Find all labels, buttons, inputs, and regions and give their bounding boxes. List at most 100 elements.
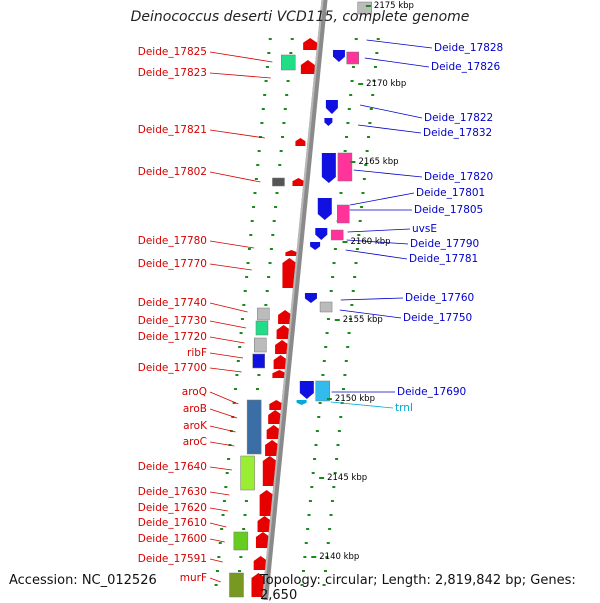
track-dot bbox=[244, 500, 248, 502]
forward-gene-arrow bbox=[266, 425, 281, 439]
track-dot bbox=[268, 262, 272, 264]
track-dot bbox=[237, 570, 241, 572]
track-dot bbox=[253, 192, 257, 194]
gene-feature bbox=[272, 177, 285, 187]
track-dot bbox=[347, 108, 351, 110]
leader-line bbox=[358, 124, 422, 134]
track-dot bbox=[348, 318, 352, 320]
forward-gene-arrow bbox=[253, 556, 268, 570]
gene-label-left: Deide_17591 bbox=[137, 553, 207, 565]
track-dot bbox=[215, 570, 219, 572]
reverse-gene-arrow bbox=[317, 198, 332, 220]
gene-label-left: Deide_17821 bbox=[137, 124, 207, 136]
leader-line bbox=[345, 249, 408, 260]
leader-line bbox=[209, 72, 271, 79]
track-dot bbox=[243, 514, 247, 516]
genome-backbone bbox=[262, 0, 328, 600]
leader-line bbox=[350, 192, 415, 206]
track-dot bbox=[256, 164, 260, 166]
track-dot bbox=[234, 388, 238, 390]
leader-line bbox=[209, 171, 261, 183]
track-dot bbox=[307, 514, 311, 516]
gene-label-left: ribF bbox=[187, 347, 207, 359]
track-dot bbox=[317, 416, 321, 418]
gene-label-right: Deide_17822 bbox=[424, 112, 494, 124]
track-dot bbox=[367, 136, 371, 138]
track-dot bbox=[349, 94, 353, 96]
gene-label-right: trnI bbox=[395, 402, 414, 414]
gene-label-left: aroB bbox=[182, 403, 207, 415]
track-dot bbox=[274, 206, 278, 208]
track-dot bbox=[235, 374, 239, 376]
track-dot bbox=[286, 80, 290, 82]
forward-gene-arrow bbox=[265, 440, 280, 456]
track-dot bbox=[331, 276, 335, 278]
gene-feature bbox=[315, 380, 330, 402]
track-dot bbox=[281, 136, 285, 138]
gene-label-left: Deide_17780 bbox=[137, 235, 207, 247]
leader-line bbox=[209, 240, 254, 249]
gene-label-right: Deide_17801 bbox=[416, 187, 486, 199]
track-dot bbox=[218, 542, 222, 544]
leader-line bbox=[209, 352, 244, 359]
leader-line bbox=[364, 57, 430, 68]
track-dot bbox=[268, 38, 272, 40]
forward-gene-arrow bbox=[303, 38, 318, 50]
track-dot bbox=[321, 374, 325, 376]
forward-gene-arrow bbox=[285, 250, 298, 256]
scale-tick-label: 2165 kbp bbox=[358, 157, 399, 167]
leader-line bbox=[339, 309, 402, 319]
track-dot bbox=[279, 150, 283, 152]
track-dot bbox=[308, 500, 312, 502]
gene-feature bbox=[257, 307, 270, 321]
reverse-gene-arrow bbox=[296, 400, 307, 405]
reverse-gene-arrow bbox=[332, 50, 345, 62]
forward-gene-arrow bbox=[300, 60, 315, 74]
gene-label-left: murF bbox=[179, 572, 207, 584]
track-dot bbox=[337, 430, 341, 432]
track-dot bbox=[310, 486, 314, 488]
track-dot bbox=[326, 318, 330, 320]
track-dot bbox=[358, 220, 362, 222]
track-dot bbox=[261, 108, 265, 110]
gene-label-left: Deide_17620 bbox=[137, 502, 207, 514]
gene-feature bbox=[229, 572, 244, 598]
gene-label-left: Deide_17630 bbox=[137, 486, 207, 498]
track-dot bbox=[339, 192, 343, 194]
track-dot bbox=[344, 360, 348, 362]
track-dot bbox=[362, 178, 366, 180]
track-dot bbox=[350, 80, 354, 82]
scale-tick-label: 2160 kbp bbox=[350, 237, 391, 247]
gene-label-right: Deide_17820 bbox=[424, 171, 494, 183]
track-dot bbox=[330, 500, 334, 502]
track-dot bbox=[256, 388, 260, 390]
track-dot bbox=[257, 374, 261, 376]
gene-label-right: Deide_17690 bbox=[397, 386, 467, 398]
gene-feature bbox=[337, 152, 353, 182]
leader-line bbox=[209, 51, 273, 63]
gene-feature bbox=[346, 51, 360, 65]
track-dot bbox=[250, 220, 254, 222]
track-dot bbox=[373, 66, 377, 68]
gene-label-left: Deide_17600 bbox=[137, 533, 207, 545]
track-dot bbox=[332, 262, 336, 264]
track-dot bbox=[306, 528, 310, 530]
gene-label-left: Deide_17700 bbox=[137, 362, 207, 374]
track-dot bbox=[339, 416, 343, 418]
track-dot bbox=[265, 290, 269, 292]
scale-tick-label: 2140 kbp bbox=[319, 552, 360, 562]
gene-label-right: Deide_17760 bbox=[405, 292, 475, 304]
forward-gene-arrow bbox=[295, 138, 306, 146]
gene-feature bbox=[319, 301, 333, 313]
gene-label-left: aroC bbox=[182, 436, 207, 448]
track-dot bbox=[364, 164, 368, 166]
track-dot bbox=[324, 346, 328, 348]
leader-line bbox=[209, 538, 225, 543]
forward-gene-arrow bbox=[273, 355, 288, 369]
track-dot bbox=[257, 150, 261, 152]
gene-feature bbox=[281, 54, 296, 71]
gene-label-left: Deide_17610 bbox=[137, 517, 207, 529]
track-dot bbox=[264, 304, 268, 306]
track-dot bbox=[333, 248, 337, 250]
track-dot bbox=[323, 570, 327, 572]
